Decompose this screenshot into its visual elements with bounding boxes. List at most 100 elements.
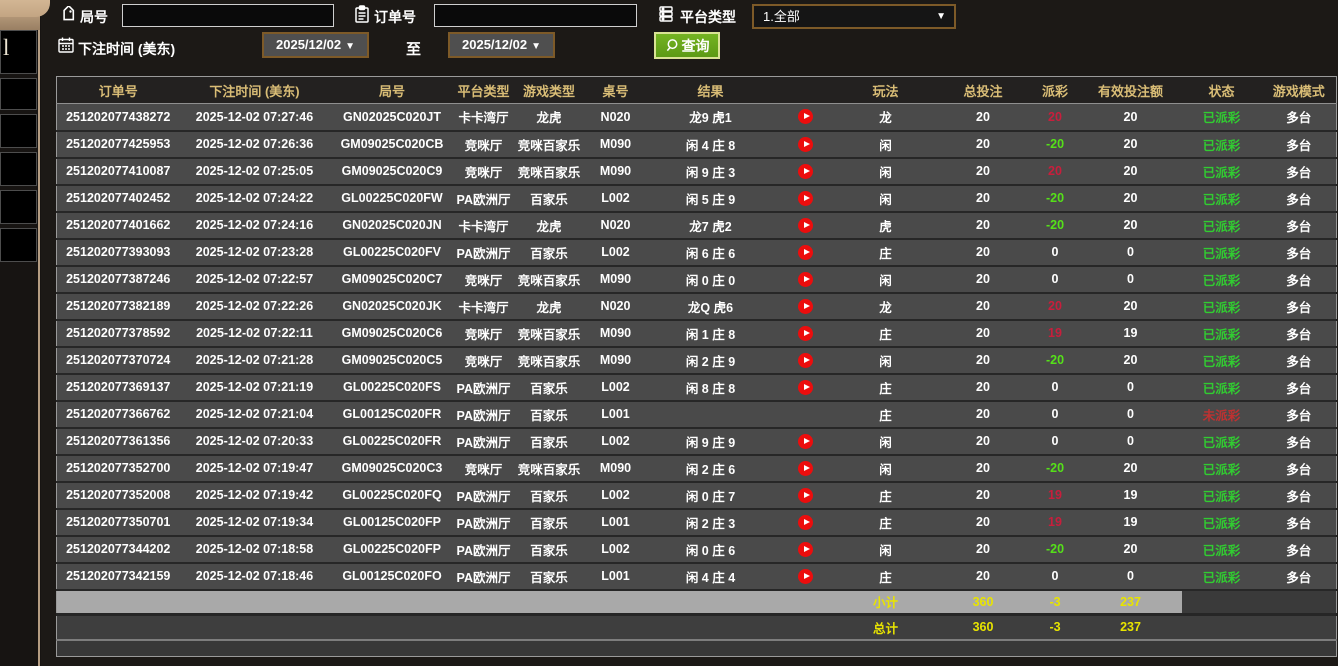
cell-bet-type: 庄 xyxy=(835,238,936,267)
cell-total-bet: 20 xyxy=(935,427,1031,456)
play-icon[interactable] xyxy=(798,325,813,341)
cell-bet-type: 龙 xyxy=(835,103,936,132)
cell-total-bet: 20 xyxy=(935,562,1031,591)
play-icon[interactable] xyxy=(798,379,813,395)
play-icon[interactable] xyxy=(798,136,813,152)
cell-bet-time: 2025-12-02 07:21:04 xyxy=(179,400,330,429)
background-menu-item xyxy=(0,78,37,110)
table-row: 251202077378592 2025-12-02 07:22:11 GM0902… xyxy=(56,319,1337,348)
cell-replay xyxy=(775,400,836,429)
cell-replay xyxy=(775,427,836,456)
play-icon[interactable] xyxy=(798,487,813,503)
cell-platform-type: 卡卡湾厅 xyxy=(454,211,513,240)
cell-valid-bet: 0 xyxy=(1079,373,1182,402)
play-icon[interactable] xyxy=(798,217,813,233)
table-row: 251202077350701 2025-12-02 07:19:34 GL0012… xyxy=(56,508,1337,537)
play-icon[interactable] xyxy=(798,109,813,125)
play-icon[interactable] xyxy=(798,541,813,557)
cell-valid-bet: 0 xyxy=(1079,427,1182,456)
cell-order-no: 251202077438272 xyxy=(56,103,180,132)
cell-result: 闲 0 庄 6 xyxy=(645,535,776,564)
cell-replay xyxy=(775,535,836,564)
cell-order-no: 251202077369137 xyxy=(56,373,180,402)
cell-result: 闲 9 庄 3 xyxy=(645,157,776,186)
cell-valid-bet: 0 xyxy=(1079,265,1182,294)
cell-result: 闲 2 庄 3 xyxy=(645,508,776,537)
cell-round-no: GL00225C020FS xyxy=(329,373,455,402)
cell-platform-type: 竞咪厅 xyxy=(454,130,513,159)
cell-game-mode: 多台 xyxy=(1261,508,1337,537)
col-header: 游戏类型 xyxy=(512,76,586,104)
cell-game-mode: 多台 xyxy=(1261,427,1337,456)
chevron-down-icon: ▼ xyxy=(345,41,355,52)
cell-replay xyxy=(775,238,836,267)
cell-valid-bet: 20 xyxy=(1079,130,1182,159)
cell-order-no: 251202077370724 xyxy=(56,346,180,375)
cell-game-mode: 多台 xyxy=(1261,103,1337,132)
play-icon[interactable] xyxy=(798,244,813,260)
cell-payout: 20 xyxy=(1030,103,1080,132)
col-header: 结果 xyxy=(645,76,776,104)
play-icon[interactable] xyxy=(798,190,813,206)
filler-cell xyxy=(56,638,1337,657)
col-header: 订单号 xyxy=(56,76,180,104)
search-icon xyxy=(666,39,677,52)
round-input[interactable] xyxy=(122,4,334,27)
cell-replay xyxy=(775,184,836,213)
cell-total-bet: 20 xyxy=(935,130,1031,159)
play-icon[interactable] xyxy=(798,433,813,449)
play-icon[interactable] xyxy=(798,163,813,179)
cell-game-type: 竞咪百家乐 xyxy=(512,157,586,186)
cell-replay xyxy=(775,481,836,510)
col-header: 下注时间 (美东) xyxy=(179,76,330,104)
date-to-picker[interactable]: 2025/12/02 ▼ xyxy=(448,32,555,58)
query-button-label: 查询 xyxy=(681,37,710,54)
cell-platform-type: 卡卡湾厅 xyxy=(454,103,513,132)
cell-payout: -20 xyxy=(1030,184,1080,213)
play-icon[interactable] xyxy=(798,460,813,476)
cell-replay xyxy=(775,103,836,132)
date-to-value: 2025/12/02 xyxy=(462,37,528,52)
table-row: 251202077370724 2025-12-02 07:21:28 GM0902… xyxy=(56,346,1337,375)
cell-order-no: 251202077378592 xyxy=(56,319,180,348)
date-from-picker[interactable]: 2025/12/02 ▼ xyxy=(262,32,369,58)
play-icon[interactable] xyxy=(798,298,813,314)
cell-payout: 19 xyxy=(1030,481,1080,510)
cell-bet-time: 2025-12-02 07:19:34 xyxy=(179,508,330,537)
order-input[interactable] xyxy=(434,4,637,27)
query-button[interactable]: 查询 xyxy=(654,32,720,59)
cell-order-no: 251202077342159 xyxy=(56,562,180,591)
cell-payout: 0 xyxy=(1030,265,1080,294)
cell-status: 已派彩 xyxy=(1181,535,1262,564)
subtotal-label: 小计 xyxy=(835,588,936,615)
cell-bet-time: 2025-12-02 07:23:28 xyxy=(179,238,330,267)
cell-game-mode: 多台 xyxy=(1261,184,1337,213)
cell-game-type: 竞咪百家乐 xyxy=(512,346,586,375)
bet-time-label: 下注时间 (美东) xyxy=(78,41,176,57)
col-header: 局号 xyxy=(329,76,455,104)
cell-valid-bet: 20 xyxy=(1079,454,1182,483)
cell-bet-time: 2025-12-02 07:19:47 xyxy=(179,454,330,483)
background-glyph: l xyxy=(3,35,10,60)
cell-result: 闲 5 庄 9 xyxy=(645,184,776,213)
cell-table-no: M090 xyxy=(585,319,646,348)
cell-result: 龙9 虎1 xyxy=(645,103,776,132)
total-total-bet: 360 xyxy=(935,613,1031,640)
cell-bet-time: 2025-12-02 07:18:46 xyxy=(179,562,330,591)
cell-total-bet: 20 xyxy=(935,292,1031,321)
play-icon[interactable] xyxy=(798,271,813,287)
cell-game-mode: 多台 xyxy=(1261,535,1337,564)
cell-status: 已派彩 xyxy=(1181,346,1262,375)
cell-bet-time: 2025-12-02 07:21:19 xyxy=(179,373,330,402)
subtotal-spacer xyxy=(1181,588,1337,615)
background-menu-item xyxy=(0,152,37,186)
play-icon[interactable] xyxy=(798,514,813,530)
play-icon[interactable] xyxy=(798,568,813,584)
cell-payout: 0 xyxy=(1030,373,1080,402)
total-spacer xyxy=(56,613,836,640)
cell-valid-bet: 0 xyxy=(1079,400,1182,429)
cell-table-no: L002 xyxy=(585,373,646,402)
platform-type-value: 1.全部 xyxy=(763,9,800,24)
platform-type-select[interactable]: 1.全部 ▼ xyxy=(752,4,956,29)
play-icon[interactable] xyxy=(798,352,813,368)
